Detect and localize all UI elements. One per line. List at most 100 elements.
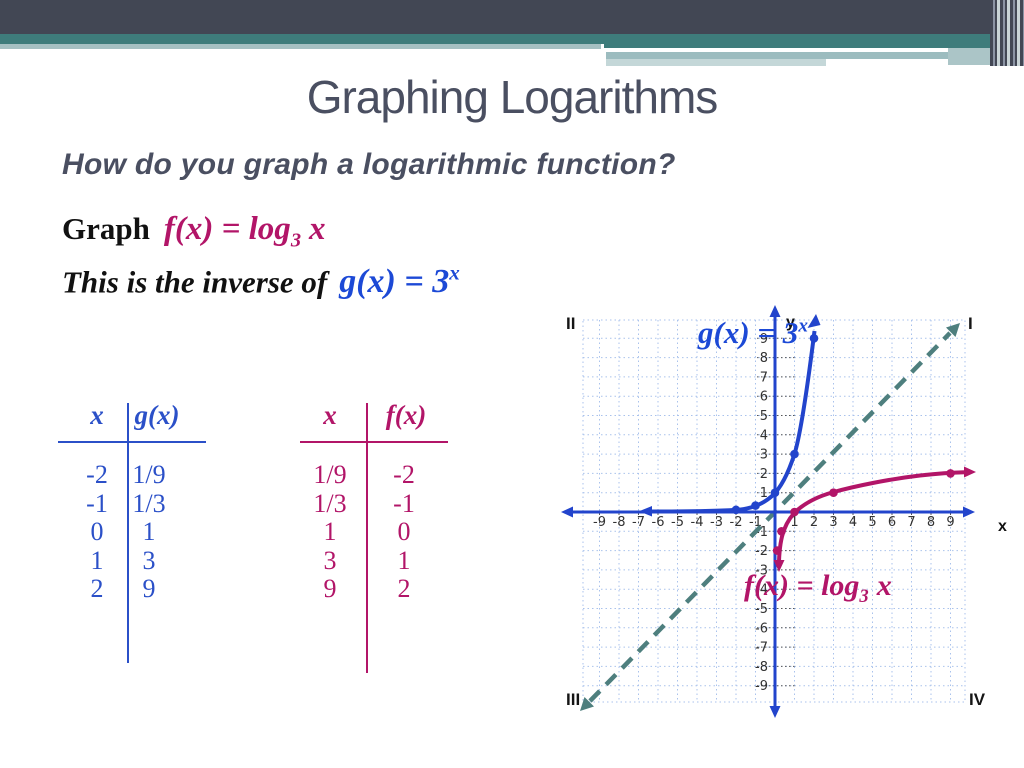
f-table-header-x: x xyxy=(323,400,337,430)
header-light-strip xyxy=(0,44,601,49)
data-point xyxy=(809,334,819,343)
table-cell: 1 xyxy=(323,517,337,546)
table-row: -2 1/9 xyxy=(58,460,208,490)
y-tick-label: 5 xyxy=(760,409,768,424)
data-point xyxy=(770,488,780,497)
x-tick-label: 7 xyxy=(907,515,915,530)
table-row: -1 1/3 xyxy=(58,489,208,519)
g-table-rule-horizontal xyxy=(58,441,206,443)
table-cell: 0 xyxy=(90,517,104,546)
y-tick-label: 6 xyxy=(760,390,768,405)
f-of-x-formula: f(x) = log3 x xyxy=(163,211,326,252)
y-tick-label: -7 xyxy=(755,641,768,656)
log-curve-arrow-bottom xyxy=(773,560,785,572)
inverse-prefix: This is the inverse of xyxy=(62,264,328,300)
x-tick-label: -5 xyxy=(671,515,684,530)
question-text: How do you graph a logarithmic function? xyxy=(62,148,676,181)
table-cell: 1/9 xyxy=(132,460,166,489)
data-point xyxy=(731,505,741,515)
y-tick-label: -9 xyxy=(755,679,768,694)
log-base: 3 xyxy=(290,229,302,252)
table-cell: -1 xyxy=(393,488,415,518)
identity-line xyxy=(580,323,960,711)
y-tick-label: 2 xyxy=(760,467,768,482)
x-tick-label: 2 xyxy=(810,515,818,530)
table-cell: 1/3 xyxy=(313,488,347,518)
x-axis xyxy=(561,506,975,518)
y-tick-label: 8 xyxy=(760,351,768,366)
table-cell: 1 xyxy=(142,517,156,546)
y-tick-label: -3 xyxy=(755,563,768,578)
exp-curve-arrow-left xyxy=(639,506,652,517)
x-axis-arrow-right xyxy=(963,506,975,518)
y-tick-label: 1 xyxy=(760,486,768,501)
table-cell: -2 xyxy=(86,460,108,489)
y-tick-label: -2 xyxy=(755,544,768,559)
table-cell: 2 xyxy=(90,574,104,603)
x-tick-label: -9 xyxy=(593,515,606,530)
header-teal-bar xyxy=(0,34,1024,44)
y-tick-label: 3 xyxy=(760,448,768,463)
quadrant-label-iv: IV xyxy=(969,690,986,709)
x-tick-label: 4 xyxy=(849,515,857,530)
identity-line-arrow-bl xyxy=(580,697,594,711)
x-tick-label: 5 xyxy=(868,515,876,530)
table-cell: 9 xyxy=(323,574,337,603)
graph-instruction: Graph f(x) = log3 x xyxy=(62,211,326,253)
f-table-rule-horizontal xyxy=(300,441,448,443)
page-title: Graphing Logarithms xyxy=(306,71,719,123)
y-tick-label: 7 xyxy=(760,370,768,385)
table-cell: 1/9 xyxy=(313,460,347,489)
log-curve-label: f(x) = log3 x xyxy=(744,569,892,607)
x-tick-label: -2 xyxy=(730,515,743,530)
table-row: 1/9 -2 xyxy=(295,460,455,490)
f-table-rule-vertical xyxy=(366,403,368,673)
exp-curve-arrow-top xyxy=(807,314,821,328)
data-point xyxy=(751,501,760,510)
quadrant-label-i: I xyxy=(968,314,973,333)
table-cell: -2 xyxy=(393,460,415,489)
x-tick-label: 9 xyxy=(946,515,954,530)
table-cell: 2 xyxy=(397,574,411,603)
coordinate-plane: -9 -8 -7 -6 -5 -4 -3 -2 -1 1 2 3 4 5 6 7 8 9-9-8-7-6-5-4-… xyxy=(561,305,1007,718)
table-cell: 1 xyxy=(397,545,411,575)
y-axis-arrow-top xyxy=(769,305,781,317)
y-tick-label: 9 xyxy=(760,332,768,347)
data-point xyxy=(772,546,782,555)
g-table-rows: -2 1/9 -1 1/3 0 1 1 3 2 9 xyxy=(58,460,208,604)
x-tick-label: -6 xyxy=(652,515,665,530)
y-axis-letter: y xyxy=(786,314,795,331)
y-tick-label: -6 xyxy=(755,621,768,636)
table-cell: 1 xyxy=(90,545,104,575)
x-tick-label: 8 xyxy=(927,515,935,530)
exp-curve-label: g(x) = 3x xyxy=(698,315,808,350)
tick-labels: -9 -8 -7 -6 -5 -4 -3 -2 -1 1 2 3 4 5 6 7 8 9-9-8-7-6-5-4-… xyxy=(593,332,955,694)
header-corner-stripes xyxy=(990,0,1024,66)
y-tick-label: -5 xyxy=(755,602,768,617)
header-step-band-1 xyxy=(606,52,948,59)
log-curve-arrow-right xyxy=(964,466,976,478)
y-tick-label: 4 xyxy=(760,428,768,443)
y-tick-label: -8 xyxy=(755,660,768,675)
x-tick-label: -3 xyxy=(710,515,723,530)
g-of-x-formula: g(x) = 3x xyxy=(339,261,460,301)
data-point xyxy=(777,527,786,536)
y-axis-arrow-bottom xyxy=(769,706,781,718)
quadrant-label-iii: III xyxy=(566,690,580,709)
graph-prefix: Graph xyxy=(62,211,150,246)
data-point xyxy=(790,449,799,459)
table-cell: 3 xyxy=(323,545,337,575)
table-cell: 0 xyxy=(397,517,411,546)
x-tick-label: 1 xyxy=(790,515,798,530)
y-axis xyxy=(769,305,781,718)
data-point xyxy=(829,488,838,497)
quadrant-label-ii: II xyxy=(566,314,575,333)
x-tick-label: -7 xyxy=(632,515,645,530)
x-axis-letter: x xyxy=(998,518,1007,535)
